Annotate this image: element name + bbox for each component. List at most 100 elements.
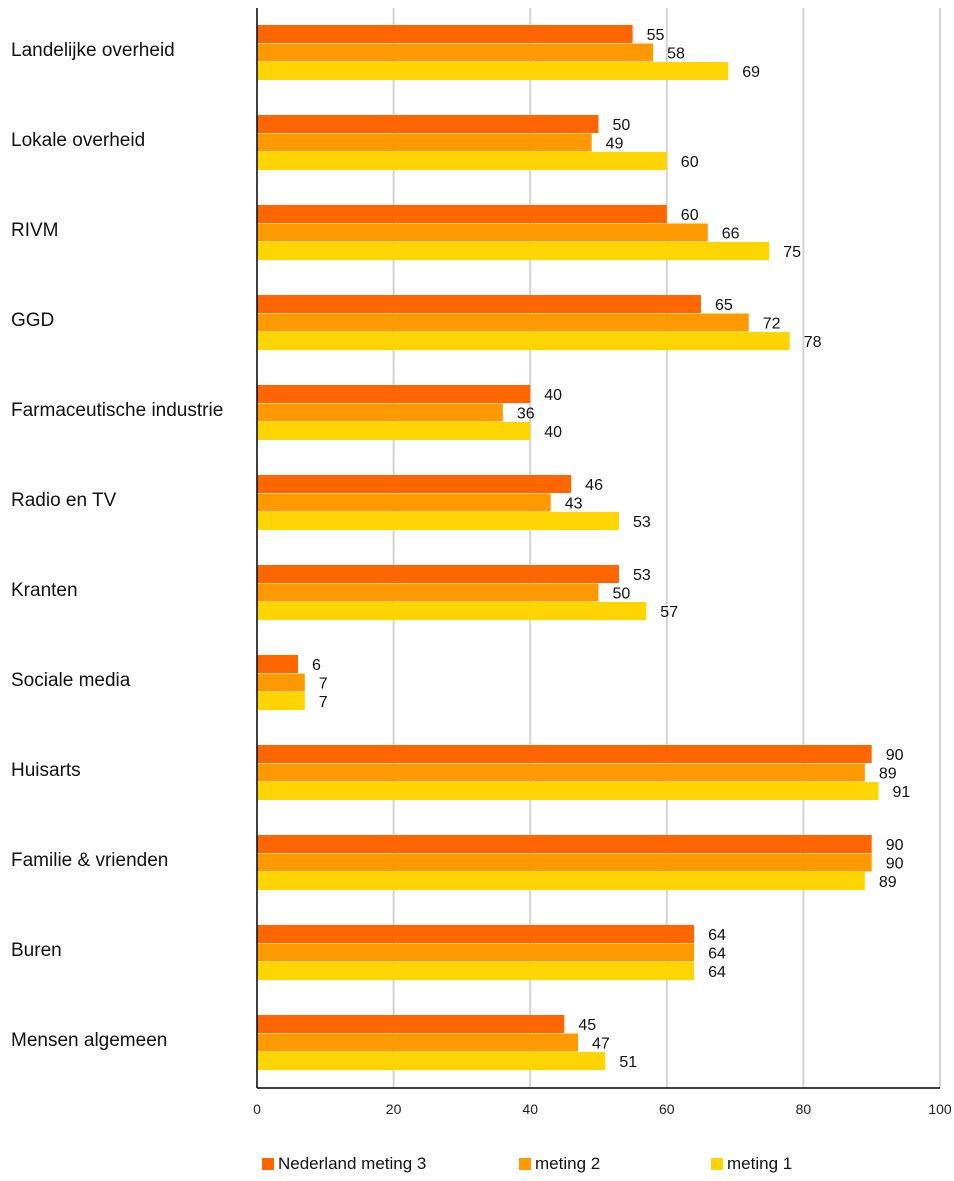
- bar: [257, 943, 695, 962]
- bar: [257, 43, 654, 62]
- data-label: 50: [613, 117, 631, 134]
- legend-label: meting 2: [535, 1154, 601, 1173]
- bar: [257, 565, 619, 583]
- bar: [257, 295, 701, 313]
- legend-swatch: [519, 1158, 531, 1170]
- bar: [257, 475, 572, 493]
- legend: Nederland meting 3 meting 2 meting 1: [0, 1154, 954, 1178]
- bar: [257, 512, 619, 530]
- bar: [257, 853, 872, 872]
- x-tick-label: 20: [386, 1101, 402, 1117]
- data-label: 89: [879, 874, 897, 891]
- data-label: 40: [544, 424, 562, 441]
- category-label: Farmaceutische industrie: [11, 400, 223, 421]
- bar: [257, 25, 633, 43]
- data-label: 49: [606, 136, 624, 153]
- category-label: Familie & vrienden: [11, 850, 168, 871]
- axes: 0 20 40 60 80 100: [253, 8, 952, 1117]
- bar: [257, 782, 879, 800]
- data-label: 58: [667, 46, 685, 63]
- data-label: 47: [592, 1036, 610, 1053]
- bar: [257, 962, 695, 980]
- category-label: Lokale overheid: [11, 130, 145, 151]
- bar: [257, 673, 305, 692]
- legend-swatch: [262, 1158, 274, 1170]
- legend-item-series-3: meting 1: [711, 1154, 792, 1174]
- bar: [257, 422, 531, 440]
- grid-lines: [392, 8, 941, 1088]
- category-label: Sociale media: [11, 670, 131, 691]
- category-label: GGD: [11, 310, 54, 331]
- bar: [257, 763, 865, 782]
- bar: [257, 872, 865, 890]
- data-label: 57: [660, 604, 678, 621]
- data-label: 69: [742, 64, 760, 81]
- data-label: 45: [578, 1017, 596, 1034]
- x-tick-label: 60: [659, 1101, 675, 1117]
- data-label: 6: [312, 657, 321, 674]
- x-tick-label: 100: [928, 1101, 952, 1117]
- bar: [257, 332, 790, 350]
- bar: [257, 223, 708, 242]
- data-label: 66: [722, 226, 740, 243]
- bar: [257, 242, 770, 260]
- bar: [257, 152, 667, 170]
- data-label: 60: [681, 154, 699, 171]
- bar: [257, 115, 599, 133]
- legend-item-series-2: meting 2: [519, 1154, 600, 1174]
- category-label: Buren: [11, 940, 62, 961]
- legend-label: meting 1: [727, 1154, 793, 1173]
- bar: [257, 403, 503, 422]
- bar: [257, 745, 872, 763]
- data-label: 90: [886, 837, 904, 854]
- x-tick-label: 80: [796, 1101, 812, 1117]
- data-label: 75: [783, 244, 801, 261]
- data-label: 51: [619, 1054, 637, 1071]
- data-label: 90: [886, 856, 904, 873]
- category-label: Radio en TV: [11, 490, 117, 511]
- bar: [257, 655, 298, 673]
- data-label: 40: [544, 387, 562, 404]
- bar: [257, 692, 305, 710]
- bar: [257, 835, 872, 853]
- bar: [257, 583, 599, 602]
- category-label: RIVM: [11, 220, 59, 241]
- data-label: 53: [633, 514, 651, 531]
- data-label: 55: [647, 27, 665, 44]
- data-label: 7: [319, 676, 328, 693]
- data-label: 89: [879, 766, 897, 783]
- bars: [257, 25, 879, 1070]
- bar: [257, 62, 729, 80]
- category-label: Huisarts: [11, 760, 81, 781]
- data-label: 50: [613, 586, 631, 603]
- x-tick-label: 0: [253, 1101, 261, 1117]
- data-label: 60: [681, 207, 699, 224]
- data-label: 91: [893, 784, 911, 801]
- category-label: Kranten: [11, 580, 78, 601]
- data-label: 64: [708, 927, 726, 944]
- bar: [257, 133, 592, 152]
- bar: [257, 1033, 579, 1052]
- data-label: 64: [708, 946, 726, 963]
- data-label: 43: [565, 496, 583, 513]
- data-label: 36: [517, 406, 535, 423]
- data-label: 90: [886, 747, 904, 764]
- bar: [257, 602, 647, 620]
- category-label: Landelijke overheid: [11, 40, 175, 61]
- data-label: 64: [708, 964, 726, 981]
- bar: [257, 925, 695, 943]
- data-label: 65: [715, 297, 733, 314]
- legend-label: Nederland meting 3: [278, 1154, 427, 1173]
- category-label: Mensen algemeen: [11, 1030, 167, 1051]
- data-label: 46: [585, 477, 603, 494]
- x-tick-label: 40: [522, 1101, 538, 1117]
- data-label: 53: [633, 567, 651, 584]
- legend-swatch: [711, 1158, 723, 1170]
- bar: [257, 1015, 565, 1033]
- bar: [257, 493, 551, 512]
- bar: [257, 1052, 606, 1070]
- legend-item-series-1: Nederland meting 3: [262, 1154, 426, 1174]
- bar: [257, 313, 749, 332]
